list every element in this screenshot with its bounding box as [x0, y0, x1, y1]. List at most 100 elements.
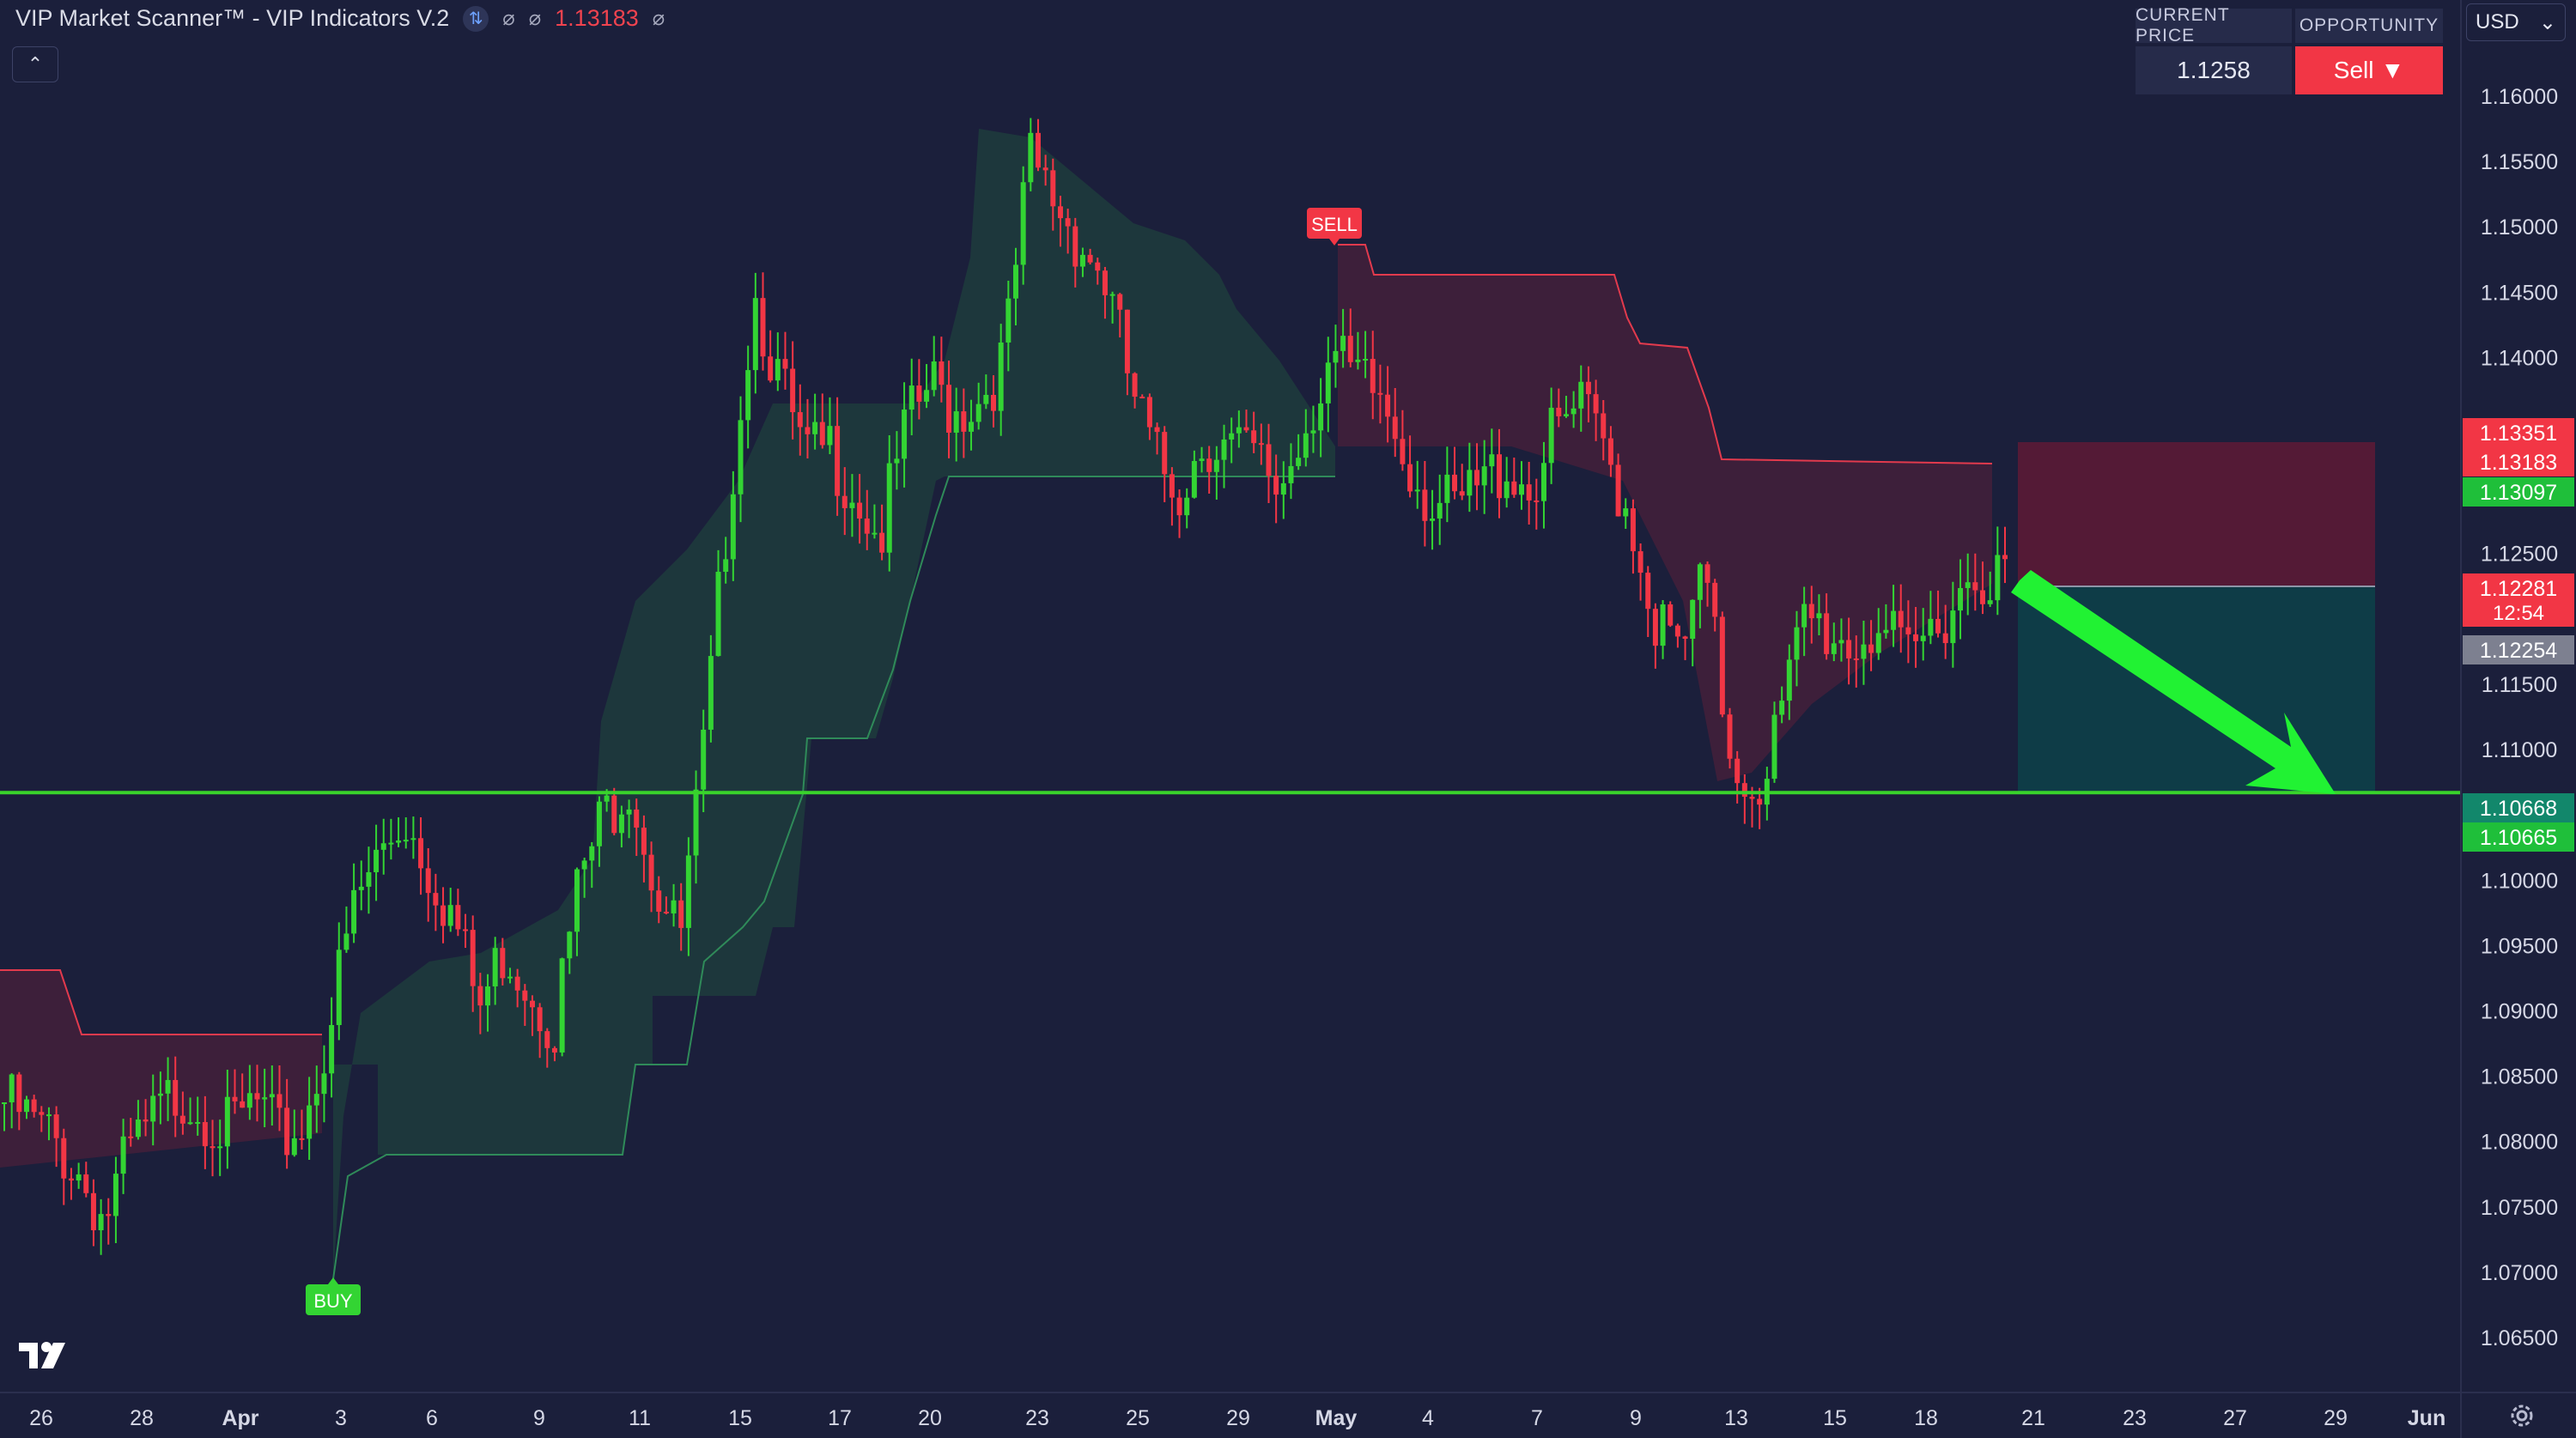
x-tick-label: 29: [1226, 1406, 1250, 1430]
candle: [1891, 585, 1897, 647]
x-tick-label: 20: [918, 1406, 942, 1430]
candle-body: [886, 463, 892, 553]
candle-body: [522, 990, 528, 1001]
candle-body: [537, 1007, 543, 1032]
candle-body: [1243, 427, 1249, 431]
candle: [1176, 489, 1182, 538]
candle-body: [1735, 758, 1741, 784]
candle: [559, 957, 565, 1057]
arrows-icon[interactable]: ⇅: [463, 5, 489, 32]
candle: [53, 1106, 59, 1168]
candle-body: [581, 860, 587, 870]
candle: [1236, 410, 1242, 448]
candle-body: [313, 1094, 319, 1106]
candle-body: [1652, 609, 1658, 646]
candle-body: [924, 390, 930, 402]
candle-body: [321, 1073, 327, 1095]
hidden-icon[interactable]: ⌀: [502, 7, 515, 30]
arrow-down-right-icon: [2011, 570, 2336, 794]
candle: [1363, 331, 1369, 379]
candle: [1601, 399, 1607, 461]
candle: [1414, 460, 1420, 509]
candle-body: [388, 842, 394, 845]
candle: [396, 817, 402, 847]
candle-body: [939, 361, 945, 385]
candle: [1370, 331, 1376, 420]
candle-body: [1028, 132, 1034, 183]
candle-body: [1571, 408, 1577, 415]
candle-body: [1325, 362, 1331, 403]
candle: [775, 332, 781, 391]
candle-body: [768, 356, 774, 381]
candle-body: [760, 298, 766, 357]
candle: [143, 1099, 149, 1137]
candle-body: [1407, 464, 1413, 492]
candle: [693, 770, 699, 884]
tradingview-logo-icon[interactable]: [19, 1339, 74, 1372]
candle-body: [894, 458, 900, 464]
candle-body: [1958, 587, 1964, 611]
candle-body: [1414, 489, 1420, 492]
candle-body: [1883, 629, 1889, 634]
candle-body: [819, 422, 825, 446]
candle-body: [23, 1099, 29, 1113]
price-axis[interactable]: [2461, 0, 2576, 1392]
candle-body: [514, 976, 520, 991]
candle-body: [16, 1074, 22, 1113]
candle-body: [1042, 167, 1048, 171]
candle: [68, 1168, 74, 1200]
price-tag-label: 1.13351: [2480, 422, 2557, 446]
candle-body: [307, 1105, 313, 1139]
candle-body: [1139, 397, 1145, 399]
candle-body: [908, 385, 914, 410]
candle-body: [1251, 430, 1257, 444]
candle: [485, 974, 491, 1032]
candle: [1162, 426, 1168, 502]
candle: [1972, 553, 1978, 611]
indicator-legend[interactable]: VIP Market Scanner™ - VIP Indicators V.2…: [15, 5, 665, 32]
collapse-button[interactable]: ⌃: [12, 46, 58, 82]
candle-body: [1422, 489, 1428, 521]
candle: [358, 860, 364, 911]
currency-select[interactable]: USD ⌄: [2466, 3, 2566, 41]
candle-body: [1184, 497, 1190, 516]
candle-body: [403, 840, 409, 842]
candle-body: [1808, 604, 1814, 619]
candle-body: [232, 1096, 238, 1101]
candle-body: [1497, 454, 1503, 499]
candle: [23, 1095, 29, 1119]
candle: [1385, 366, 1391, 443]
candle-body: [1400, 439, 1406, 464]
gear-icon[interactable]: [2507, 1401, 2537, 1430]
price-tag-label: 1.10665: [2480, 826, 2557, 850]
candle-body: [812, 422, 818, 434]
candle-body: [1548, 407, 1554, 464]
candle: [1593, 379, 1599, 441]
candle: [1668, 601, 1674, 628]
candle-body: [1727, 714, 1733, 759]
candle-body: [975, 403, 981, 422]
candle-body: [559, 958, 565, 1053]
y-tick-label: 1.16000: [2481, 85, 2558, 109]
x-tick-label: 7: [1531, 1406, 1543, 1430]
candle: [291, 1109, 297, 1157]
candle-body: [187, 1122, 193, 1125]
candle: [425, 848, 431, 922]
candle: [1392, 387, 1398, 458]
candle-body: [1005, 298, 1012, 343]
candle: [1987, 571, 1993, 607]
candle-body: [1340, 336, 1346, 351]
candle: [864, 489, 870, 550]
candle: [500, 937, 506, 986]
hidden-icon-3[interactable]: ⌀: [652, 7, 665, 30]
candle-body: [1035, 132, 1041, 168]
candle: [210, 1119, 216, 1177]
candle: [1057, 196, 1063, 247]
hidden-icon-2[interactable]: ⌀: [528, 7, 542, 30]
candle-body: [1660, 604, 1666, 646]
chevron-up-icon: ⌃: [27, 53, 44, 75]
candle: [254, 1065, 260, 1122]
candle-body: [1668, 604, 1674, 626]
candle-body: [1079, 254, 1085, 267]
